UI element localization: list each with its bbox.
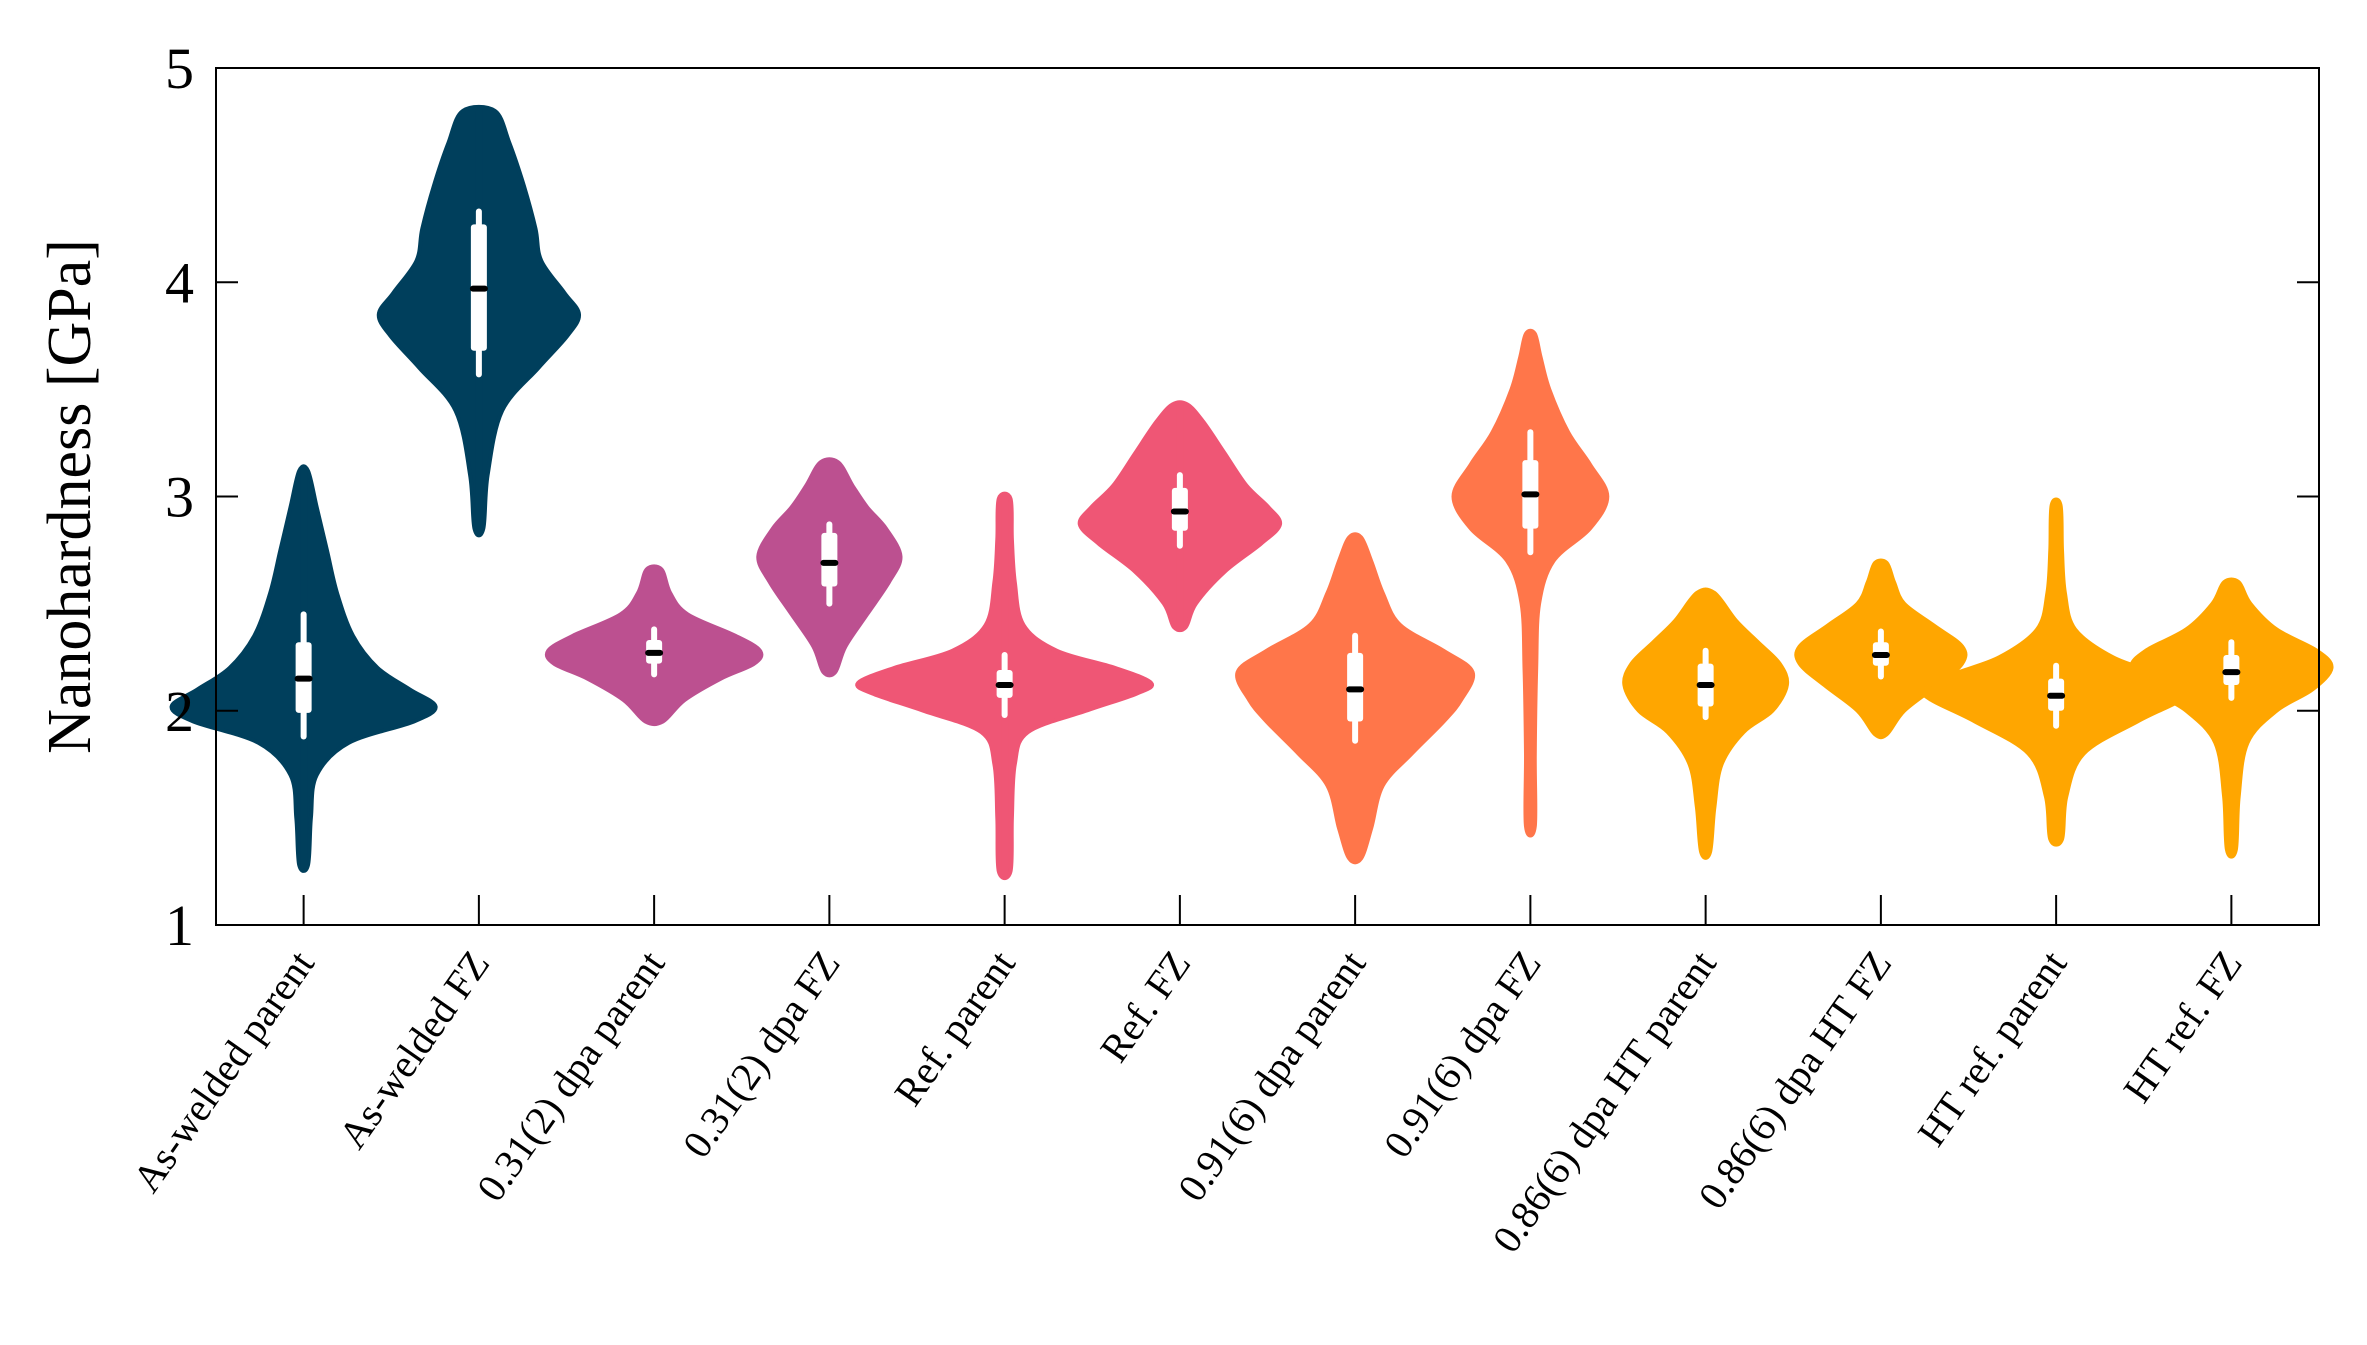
violin: [1077, 400, 1283, 633]
x-tick-label: 0.91(6) dpa parent: [1169, 942, 1375, 1209]
x-tick-label: 0.86(6) dpa HT FZ: [1689, 942, 1900, 1217]
violin-median-marker: [294, 675, 313, 682]
violin: [2129, 577, 2334, 859]
violin: [1920, 497, 2192, 847]
violin-median-marker: [1346, 686, 1365, 693]
violin-median-marker: [995, 682, 1014, 689]
y-tick-label: 2: [165, 679, 194, 744]
violin: [1794, 558, 1968, 740]
x-tick-label: 0.91(6) dpa FZ: [1375, 942, 1550, 1165]
violin-median-marker: [2047, 692, 2066, 699]
violin: [169, 464, 438, 873]
violin-median-marker: [1871, 652, 1890, 659]
violin: [1235, 532, 1476, 865]
violin: [1451, 328, 1610, 838]
x-tick-label: Ref. FZ: [1091, 942, 1199, 1070]
x-tick-label: HT ref. parent: [1908, 942, 2075, 1154]
violin: [756, 457, 903, 678]
y-tick-label: 5: [165, 36, 194, 101]
y-axis-label: Nanohardness [GPa]: [36, 239, 104, 754]
x-tick-label: As-welded FZ: [329, 942, 498, 1156]
x-axis-ticks: As-welded parent As-welded FZ0.31(2) dpa …: [124, 895, 2251, 1261]
y-tick-label: 3: [165, 465, 194, 530]
violin: [544, 564, 764, 727]
violin-iqr-box: [821, 532, 838, 587]
y-axis-ticks: 1 2 3 4 5: [165, 36, 2319, 958]
violin: [376, 104, 582, 538]
violin: [855, 491, 1154, 881]
x-tick-label: HT ref. FZ: [2114, 942, 2250, 1110]
violin-median-marker: [2222, 669, 2241, 676]
violin-median-marker: [469, 285, 488, 292]
x-tick-label: 0.31(2) dpa parent: [468, 942, 674, 1209]
y-tick-label: 4: [165, 250, 194, 315]
plot-frame: [215, 67, 2320, 926]
x-tick-label: Ref. parent: [885, 942, 1024, 1113]
violin-median-marker: [645, 649, 664, 656]
y-tick-label: 1: [165, 893, 194, 958]
violin-median-marker: [1521, 491, 1540, 498]
x-tick-label: As-welded parent: [124, 942, 323, 1200]
violin-median-marker: [1170, 508, 1189, 515]
x-tick-label: 0.31(2) dpa FZ: [674, 942, 849, 1165]
violin: [1622, 587, 1790, 860]
violin-median-marker: [820, 559, 839, 566]
violins-group: [169, 104, 2334, 881]
violin-median-marker: [1696, 682, 1715, 689]
